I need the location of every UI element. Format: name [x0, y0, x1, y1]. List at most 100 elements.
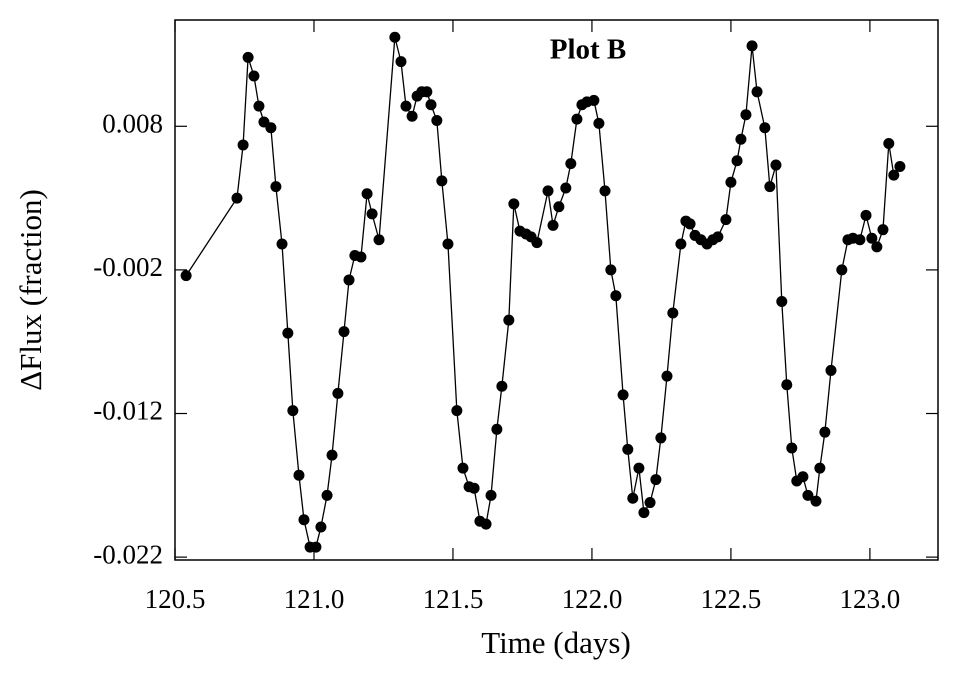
data-point: [617, 389, 629, 401]
data-point: [759, 122, 771, 134]
data-point: [593, 117, 605, 129]
x-tick-label: 122.0: [562, 584, 623, 614]
data-point: [735, 133, 747, 145]
data-point: [343, 274, 355, 286]
y-axis-label: ΔFlux (fraction): [13, 189, 48, 391]
data-point: [836, 264, 848, 276]
data-point: [644, 497, 656, 509]
data-point: [248, 70, 260, 82]
data-point: [276, 238, 288, 250]
data-point: [293, 469, 305, 481]
data-point: [751, 86, 763, 98]
x-axis-label: Time (days): [481, 625, 631, 660]
data-point: [599, 185, 611, 197]
data-point: [485, 489, 497, 501]
data-point: [231, 192, 243, 204]
y-tick-label: -0.012: [93, 396, 163, 426]
data-point: [242, 51, 254, 63]
data-point: [265, 122, 277, 134]
data-point: [496, 380, 508, 392]
data-point: [720, 214, 732, 226]
data-point: [332, 387, 344, 399]
data-point: [661, 370, 673, 382]
y-tick-label: -0.002: [93, 252, 163, 282]
data-point: [655, 432, 667, 444]
data-point: [553, 201, 565, 213]
data-point: [326, 449, 338, 461]
data-point: [480, 518, 492, 530]
data-point: [605, 264, 617, 276]
data-point: [627, 492, 639, 504]
data-point: [684, 218, 696, 230]
data-point: [650, 474, 662, 486]
data-point: [298, 514, 310, 526]
data-point: [395, 56, 407, 68]
data-point: [468, 482, 480, 494]
data-point: [503, 314, 515, 326]
data-point: [180, 270, 192, 282]
plot-frame: [174, 19, 939, 561]
data-point: [725, 176, 737, 188]
data-point: [883, 138, 895, 150]
data-point: [431, 115, 443, 127]
data-point: [894, 160, 906, 172]
data-point: [776, 295, 788, 307]
data-point: [819, 426, 831, 438]
data-point: [638, 507, 650, 519]
x-tick-label: 122.5: [701, 584, 762, 614]
data-point: [508, 198, 520, 210]
data-point: [310, 541, 322, 553]
data-point: [361, 188, 373, 200]
x-tick-label: 121.0: [284, 584, 345, 614]
y-tick-label: 0.008: [102, 108, 163, 138]
data-point: [315, 521, 327, 533]
data-point: [667, 307, 679, 319]
x-tick-label: 120.5: [145, 584, 206, 614]
data-point: [786, 442, 798, 454]
data-point: [746, 40, 758, 52]
data-point: [825, 364, 837, 376]
data-point: [491, 423, 503, 435]
data-point: [797, 471, 809, 483]
data-point: [633, 462, 645, 474]
data-point: [877, 224, 889, 236]
data-point: [373, 234, 385, 246]
data-point: [740, 109, 752, 121]
data-point: [237, 139, 249, 151]
data-point: [675, 238, 687, 250]
data-point: [366, 208, 378, 220]
x-tick-label: 123.0: [840, 584, 901, 614]
data-point: [712, 231, 724, 243]
data-point: [531, 237, 543, 249]
data-point: [389, 31, 401, 43]
data-point: [781, 379, 793, 391]
data-point: [860, 209, 872, 221]
data-point: [321, 489, 333, 501]
data-point: [421, 86, 433, 98]
x-tick-label: 121.5: [423, 584, 484, 614]
data-point: [560, 182, 572, 194]
data-point: [802, 489, 814, 501]
data-point: [355, 251, 367, 263]
data-point: [451, 405, 463, 417]
data-point: [442, 238, 454, 250]
data-point: [547, 219, 559, 231]
data-point: [425, 99, 437, 111]
data-point: [622, 443, 634, 455]
data-point: [588, 94, 600, 106]
data-point: [253, 100, 265, 112]
data-point: [457, 462, 469, 474]
data-point: [287, 405, 299, 417]
data-point: [770, 159, 782, 171]
data-point: [866, 232, 878, 244]
data-point: [406, 110, 418, 122]
data-point: [436, 175, 448, 187]
data-point: [400, 100, 412, 112]
data-point: [888, 169, 900, 181]
data-point: [270, 181, 282, 193]
data-point: [282, 327, 294, 339]
data-point: [565, 158, 577, 170]
data-point: [871, 241, 883, 253]
y-tick-label: -0.022: [93, 539, 163, 569]
